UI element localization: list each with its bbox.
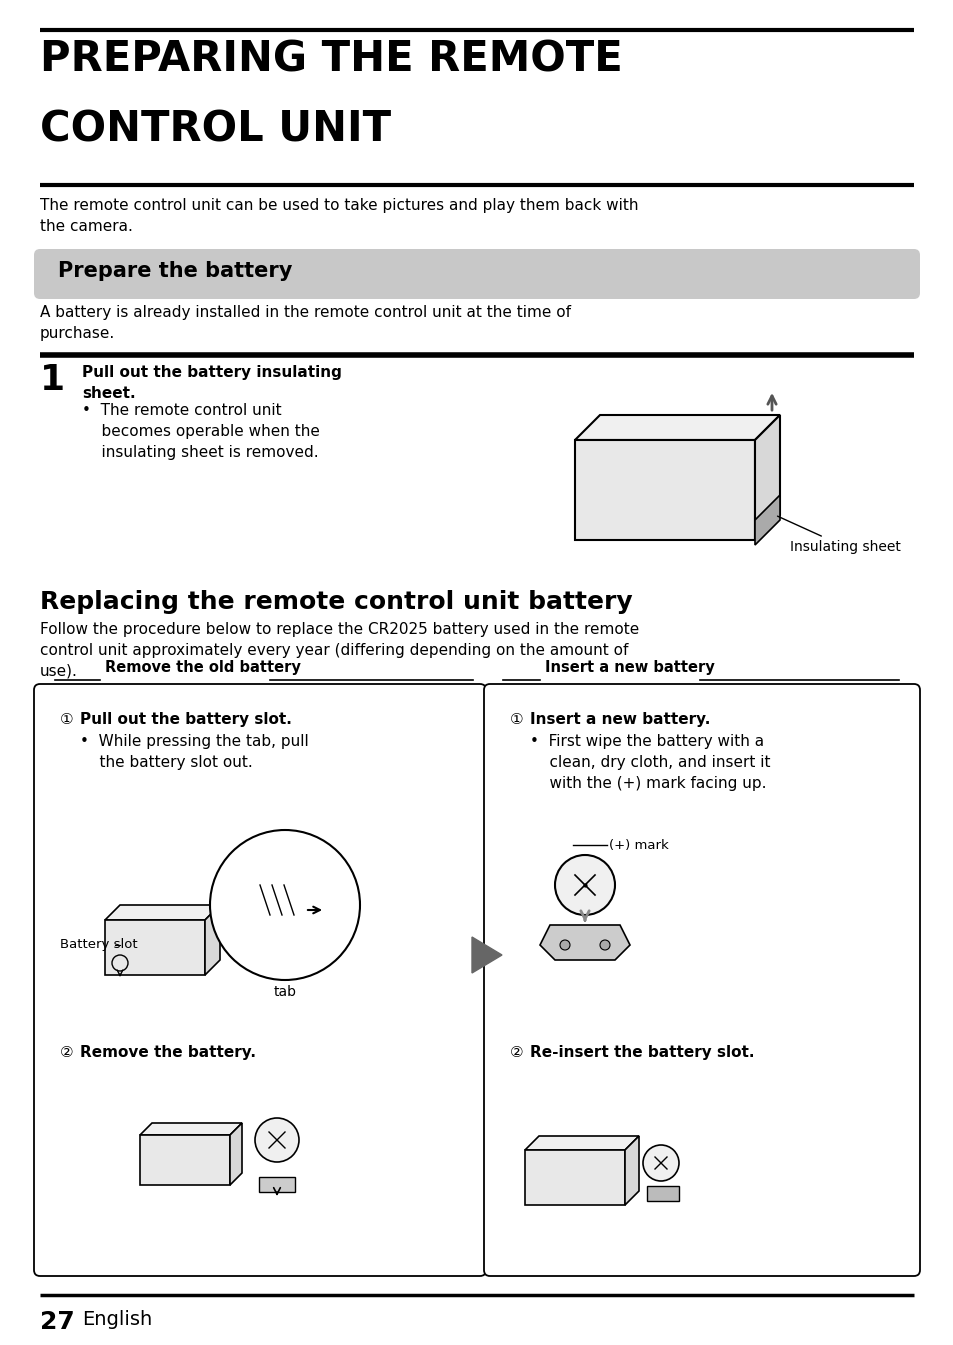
Text: Follow the procedure below to replace the CR2025 battery used in the remote
cont: Follow the procedure below to replace th… (40, 621, 639, 679)
FancyBboxPatch shape (34, 685, 485, 1276)
Circle shape (210, 830, 359, 981)
Text: Re-insert the battery slot.: Re-insert the battery slot. (530, 1045, 754, 1060)
Polygon shape (230, 1123, 242, 1185)
Circle shape (555, 855, 615, 915)
Polygon shape (754, 416, 780, 539)
Polygon shape (754, 495, 780, 545)
Text: The remote control unit can be used to take pictures and play them back with
the: The remote control unit can be used to t… (40, 198, 638, 234)
Text: •  While pressing the tab, pull
    the battery slot out.: • While pressing the tab, pull the batte… (80, 734, 309, 769)
Text: Remove the battery.: Remove the battery. (80, 1045, 255, 1060)
Text: Remove the old battery: Remove the old battery (105, 660, 300, 675)
Text: ①: ① (60, 712, 73, 728)
Text: ①: ① (510, 712, 523, 728)
FancyBboxPatch shape (483, 685, 919, 1276)
Text: ②: ② (60, 1045, 73, 1060)
Text: ②: ② (510, 1045, 523, 1060)
Text: Replacing the remote control unit battery: Replacing the remote control unit batter… (40, 590, 632, 615)
Polygon shape (140, 1123, 242, 1135)
Polygon shape (105, 920, 205, 975)
Polygon shape (624, 1137, 639, 1205)
Text: •  The remote control unit
    becomes operable when the
    insulating sheet is: • The remote control unit becomes operab… (82, 404, 319, 460)
Text: Insulating sheet: Insulating sheet (777, 516, 900, 554)
Polygon shape (539, 925, 629, 960)
Text: 27: 27 (40, 1310, 74, 1334)
Polygon shape (258, 1177, 294, 1192)
Text: •  First wipe the battery with a
    clean, dry cloth, and insert it
    with th: • First wipe the battery with a clean, d… (530, 734, 770, 791)
Text: CONTROL UNIT: CONTROL UNIT (40, 108, 391, 151)
Circle shape (599, 940, 609, 950)
Circle shape (642, 1145, 679, 1181)
Text: A battery is already installed in the remote control unit at the time of
purchas: A battery is already installed in the re… (40, 305, 571, 342)
Text: (+) mark: (+) mark (608, 838, 668, 851)
Text: Prepare the battery: Prepare the battery (58, 261, 292, 281)
Circle shape (559, 940, 569, 950)
Circle shape (254, 1118, 298, 1162)
Text: English: English (82, 1310, 152, 1329)
Text: Pull out the battery slot.: Pull out the battery slot. (80, 712, 292, 728)
Polygon shape (105, 905, 220, 920)
Polygon shape (524, 1137, 639, 1150)
Text: Pull out the battery insulating
sheet.: Pull out the battery insulating sheet. (82, 364, 341, 401)
Polygon shape (575, 416, 780, 440)
Polygon shape (140, 1135, 230, 1185)
FancyBboxPatch shape (34, 249, 919, 299)
Polygon shape (524, 1150, 624, 1205)
Text: PREPARING THE REMOTE: PREPARING THE REMOTE (40, 38, 622, 79)
Text: 1: 1 (40, 363, 65, 397)
Polygon shape (472, 937, 501, 972)
Polygon shape (205, 905, 220, 975)
Text: Insert a new battery: Insert a new battery (544, 660, 714, 675)
Polygon shape (575, 440, 754, 539)
Text: Insert a new battery.: Insert a new battery. (530, 712, 710, 728)
Text: tab: tab (274, 985, 296, 999)
Polygon shape (646, 1186, 679, 1201)
Text: Battery slot: Battery slot (60, 937, 137, 951)
